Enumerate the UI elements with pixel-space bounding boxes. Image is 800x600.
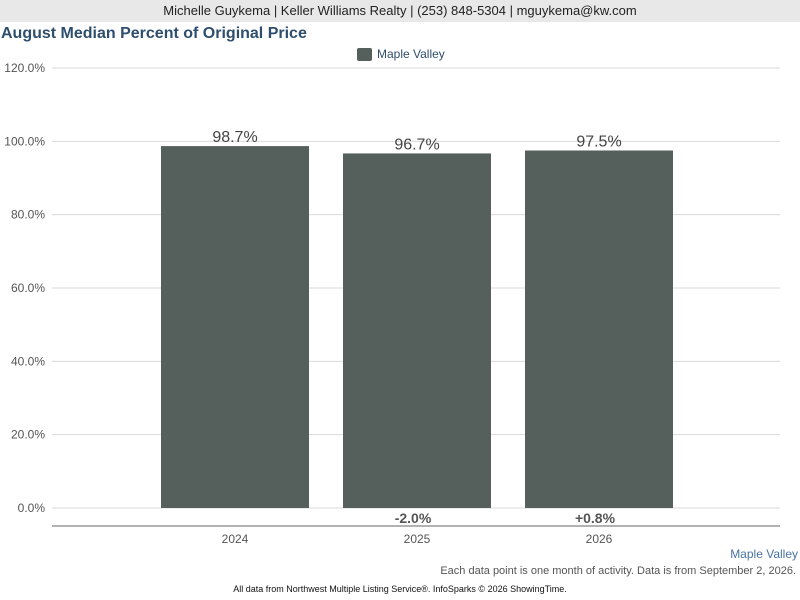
bar xyxy=(525,150,673,508)
bar xyxy=(343,153,491,508)
chart-title: August Median Percent of Original Price xyxy=(1,25,307,42)
y-tick-label: 120.0% xyxy=(4,61,45,75)
y-tick-label: 80.0% xyxy=(11,208,45,222)
bar-value-label: 97.5% xyxy=(576,134,621,151)
x-tick-label: 2025 xyxy=(404,532,431,546)
legend-swatch xyxy=(357,47,372,61)
x-tick-label: 2024 xyxy=(222,532,249,546)
bar-chart: 0.0% 20.0% 40.0% 60.0% 80.0% 100.0% 120.0% 98.7… xyxy=(4,61,780,546)
y-tick-label: 40.0% xyxy=(11,354,45,368)
footer-series-label[interactable]: Maple Valley xyxy=(730,547,798,561)
change-label: -2.0% xyxy=(395,510,432,526)
footer-source: All data from Northwest Multiple Listing… xyxy=(233,584,567,594)
y-tick-label: 100.0% xyxy=(4,134,45,148)
bar-value-label: 98.7% xyxy=(212,129,257,146)
bar xyxy=(161,146,309,508)
footer-note: Each data point is one month of activity… xyxy=(440,565,796,577)
y-tick-label: 60.0% xyxy=(11,281,45,295)
change-label: +0.8% xyxy=(575,510,616,526)
legend-label: Maple Valley xyxy=(377,47,445,61)
contact-header: Michelle Guykema | Keller Williams Realt… xyxy=(0,0,800,22)
y-tick-label: 20.0% xyxy=(11,428,45,442)
chart-legend[interactable]: Maple Valley xyxy=(357,46,445,62)
y-tick-label: 0.0% xyxy=(18,501,46,515)
x-tick-label: 2026 xyxy=(586,532,613,546)
bar-value-label: 96.7% xyxy=(394,136,439,153)
